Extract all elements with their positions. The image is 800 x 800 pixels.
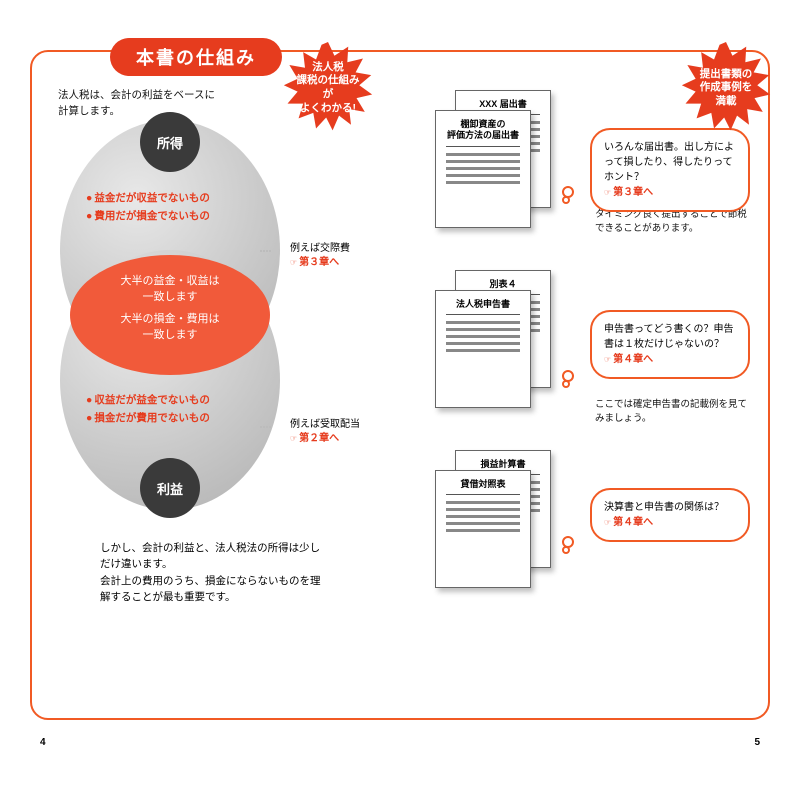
starburst-left: 法人税 課税の仕組みが よくわかる! — [282, 42, 374, 134]
document-title: 貸借対照表 — [446, 479, 520, 495]
bullet: 収益だが益金でないもの — [86, 392, 210, 410]
bullet: 益金だが収益でないもの — [86, 190, 210, 208]
document-stack-1: XXX 届出書 棚卸資産の 評価方法の届出書 — [435, 90, 555, 230]
bubble-text: 決算書と申告書の関係は？ — [604, 502, 724, 513]
venn-top-bullets: 益金だが収益でないもの 費用だが損金でないもの — [86, 190, 210, 226]
starburst-right-text: 提出書類の 作成事例を 満載 — [680, 42, 772, 134]
bubble-link[interactable]: 第４章へ — [613, 517, 653, 528]
overlap-line: 大半の損金・費用は 一致します — [70, 312, 270, 344]
link-prefix: ☞ — [290, 434, 297, 443]
bubble-link[interactable]: 第４章へ — [613, 354, 653, 365]
document-stack-2: 別表４ 法人税申告書 — [435, 270, 555, 410]
document-front: 棚卸資産の 評価方法の届出書 — [435, 110, 531, 228]
callout-bottom: 例えば受取配当 ☞第２章へ — [290, 418, 360, 446]
callout-dots: ···· — [258, 240, 270, 261]
venn-top-badge: 所得 — [140, 112, 200, 172]
document-title: 法人税申告書 — [446, 299, 520, 315]
callout-link[interactable]: 第３章へ — [299, 257, 339, 268]
starburst-right: 提出書類の 作成事例を 満載 — [680, 42, 772, 134]
venn-diagram: 所得 利益 益金だが収益でないもの 費用だが損金でないもの 収益だが益金でないも… — [60, 120, 280, 510]
link-prefix: ☞ — [290, 258, 297, 267]
starburst-left-text: 法人税 課税の仕組みが よくわかる! — [282, 42, 374, 134]
document-title: 棚卸資産の 評価方法の届出書 — [446, 119, 520, 147]
callout-dots: ···· — [258, 416, 270, 437]
caption-1: タイミング良く提出することで節税できることがあります。 — [595, 208, 755, 237]
bubble-text: いろんな届出書。出し方によって損したり、得したりってホント？ — [604, 142, 734, 183]
page-number-right: 5 — [754, 737, 760, 748]
thought-bubble-1: いろんな届出書。出し方によって損したり、得したりってホント？ ☞第３章へ — [590, 128, 750, 212]
caption-2: ここでは確定申告書の記載例を見てみましょう。 — [595, 398, 755, 427]
page-title: 本書の仕組み — [110, 38, 282, 76]
callout-top: 例えば交際費 ☞第３章へ — [290, 242, 350, 270]
bubble-text: 申告書ってどう書くの？申告書は１枚だけじゃないの？ — [604, 324, 734, 350]
overlap-line: 大半の益金・収益は 一致します — [70, 274, 270, 306]
callout-link[interactable]: 第２章へ — [299, 433, 339, 444]
document-stack-3: 損益計算書 貸借対照表 — [435, 450, 555, 590]
bubble-link[interactable]: 第３章へ — [613, 187, 653, 198]
document-front: 法人税申告書 — [435, 290, 531, 408]
callout-text: 例えば受取配当 — [290, 418, 360, 432]
link-prefix: ☞ — [604, 518, 611, 527]
venn-bottom-badge: 利益 — [140, 458, 200, 518]
page-number-left: 4 — [40, 737, 46, 748]
bullet: 損金だが費用でないもの — [86, 410, 210, 428]
link-prefix: ☞ — [604, 188, 611, 197]
venn-bottom-bullets: 収益だが益金でないもの 損金だが費用でないもの — [86, 392, 210, 428]
summary-text: しかし、会計の利益と、法人税法の所得は少しだけ違います。 会計上の費用のうち、損… — [100, 540, 330, 605]
intro-text: 法人税は、会計の利益をベースに 計算します。 — [58, 88, 215, 120]
link-prefix: ☞ — [604, 355, 611, 364]
thought-bubble-3: 決算書と申告書の関係は？ ☞第４章へ — [590, 488, 750, 542]
callout-text: 例えば交際費 — [290, 242, 350, 256]
document-front: 貸借対照表 — [435, 470, 531, 588]
bullet: 費用だが損金でないもの — [86, 208, 210, 226]
venn-overlap-text: 大半の益金・収益は 一致します 大半の損金・費用は 一致します — [70, 268, 270, 350]
thought-bubble-2: 申告書ってどう書くの？申告書は１枚だけじゃないの？ ☞第４章へ — [590, 310, 750, 379]
